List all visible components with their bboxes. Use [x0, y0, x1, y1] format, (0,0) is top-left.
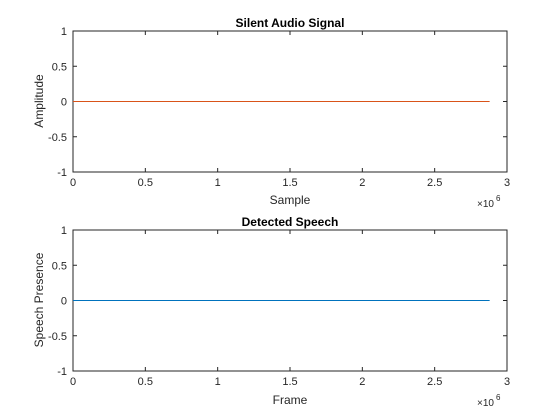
x-tick-label: 0.5 — [138, 376, 153, 388]
y-tick-label: 0 — [61, 97, 67, 109]
y-tick-label: 0.5 — [52, 260, 67, 272]
y-tick-label: 1 — [61, 26, 67, 38]
y-tick-label: -0.5 — [48, 331, 67, 343]
y-axis-label: Amplitude — [32, 74, 46, 128]
axes: 0 0.5 1 1.5 2 2.5 3 -1 -0.5 0 0.5 1 — [48, 225, 510, 388]
exponent-base: ×10 — [477, 398, 494, 409]
axes: 0 0.5 1 1.5 2 2.5 3 -1 -0.5 0 0.5 1 — [48, 26, 510, 189]
x-tick-label: 2 — [359, 376, 365, 388]
x-tick-label: 0.5 — [138, 177, 153, 189]
x-tick-label: 1.5 — [282, 177, 297, 189]
x-tick-label: 1.5 — [282, 376, 297, 388]
y-tick-label: -1 — [57, 366, 67, 378]
x-tick-label: 1 — [215, 376, 221, 388]
x-tick-label: 2.5 — [427, 376, 442, 388]
x-axis-exponent: ×10 6 — [477, 194, 501, 210]
x-tick-label: 3 — [504, 177, 510, 189]
x-tick-label: 3 — [504, 376, 510, 388]
x-tick-label: 0 — [70, 376, 76, 388]
chart-title: Detected Speech — [242, 215, 339, 229]
x-tick-label: 1 — [215, 177, 221, 189]
exponent-power: 6 — [496, 194, 501, 203]
x-tick-label: 0 — [70, 177, 76, 189]
exponent-base: ×10 — [477, 199, 494, 210]
y-axis-label: Speech Presence — [32, 252, 46, 347]
y-tick-label: 0 — [61, 296, 67, 308]
x-tick-label: 2 — [359, 177, 365, 189]
x-axis-label: Frame — [273, 393, 308, 407]
y-tick-label: -1 — [57, 167, 67, 179]
exponent-power: 6 — [496, 393, 501, 402]
y-tick-label: -0.5 — [48, 132, 67, 144]
y-tick-label: 0.5 — [52, 61, 67, 73]
subplot-silent-audio-signal: Silent Audio Signal Sample Amplitude ×10… — [32, 16, 510, 210]
x-axis-label: Sample — [270, 193, 311, 207]
y-tick-label: 1 — [61, 225, 67, 237]
x-tick-label: 2.5 — [427, 177, 442, 189]
x-axis-exponent: ×10 6 — [477, 393, 501, 409]
chart-title: Silent Audio Signal — [236, 16, 345, 30]
subplot-detected-speech: Detected Speech Frame Speech Presence ×1… — [32, 215, 510, 409]
